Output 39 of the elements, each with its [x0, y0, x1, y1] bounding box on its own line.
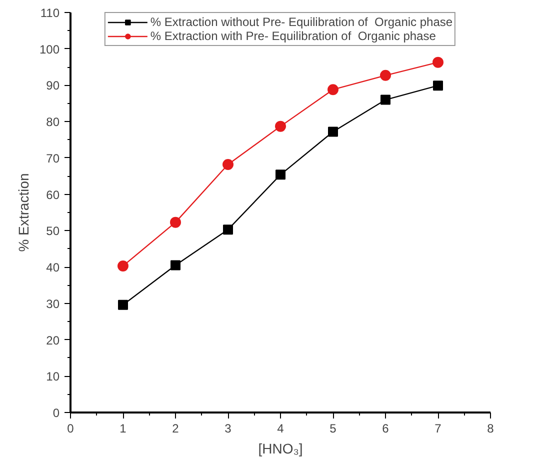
x-tick-label: 8: [487, 422, 494, 436]
x-tick-label: 2: [172, 422, 180, 436]
legend-label: % Extraction with Pre- Equilibration of Organic phase: [150, 29, 436, 43]
y-tick-label: 90: [46, 78, 60, 93]
point: [118, 300, 128, 310]
point: [328, 84, 338, 96]
x-tick-label: 3: [224, 422, 232, 436]
y-axis-title: % Extraction: [15, 173, 32, 252]
x-axis-title: [HNO₃]: [258, 440, 303, 456]
x-tick-label: 1: [120, 422, 127, 436]
point: [276, 170, 286, 180]
y-tick-label: 70: [46, 151, 60, 166]
y-tick-label: 60: [46, 188, 60, 202]
y-tick-label: 40: [46, 260, 60, 275]
y-tick-label: 110: [40, 6, 60, 20]
x-tick-label: 6: [382, 422, 390, 436]
y-tick-label: 0: [52, 406, 60, 420]
y-tick-label: 10: [46, 370, 60, 384]
y-tick-label: 30: [46, 296, 60, 311]
point: [275, 120, 286, 132]
x-tick-label: 0: [67, 422, 74, 436]
legend-label: % Extraction without Pre- Equilibration of Organic phase: [150, 15, 453, 29]
point: [380, 94, 390, 105]
point: [170, 260, 180, 270]
point: [328, 126, 338, 137]
x-tick-label: 7: [434, 422, 442, 436]
point: [380, 70, 391, 81]
x-tick-label: 4: [277, 422, 284, 436]
point: [118, 260, 128, 272]
x-tick-label: 5: [330, 422, 337, 436]
y-tick-label: 100: [39, 42, 60, 56]
y-tick-label: 20: [46, 333, 60, 348]
y-tick-label: 80: [46, 115, 60, 130]
point: [433, 80, 443, 91]
point: [223, 224, 233, 235]
point: [222, 159, 234, 170]
y-tick-label: 50: [46, 224, 60, 238]
point: [170, 216, 181, 228]
point: [432, 56, 444, 68]
